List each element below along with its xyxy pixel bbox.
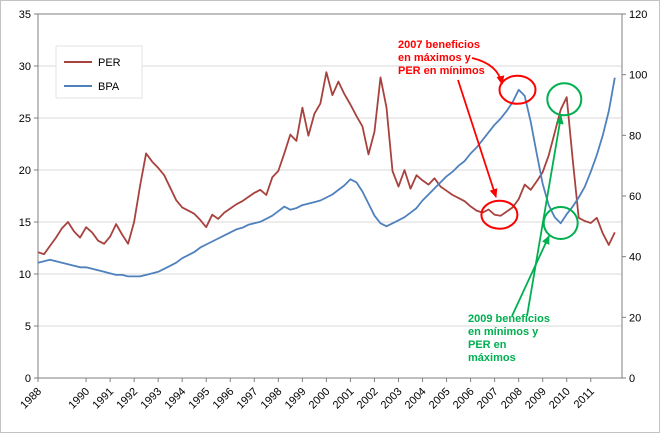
right-axis-tick-label: 100 [629,70,647,82]
annotation-arrow [526,115,564,317]
series-per-line [37,71,616,256]
right-axis-tick-label: 20 [629,312,641,324]
green-note-line: PER en [468,339,507,351]
series-bpa-line [37,77,616,278]
legend-box [55,45,143,99]
right-axis-tick-label: 120 [629,9,647,21]
right-axis-tick-label: 60 [629,191,641,203]
left-axis-tick-label: 25 [19,113,31,125]
right-axis-tick-label: 40 [629,252,641,264]
annotation-circle [498,74,537,105]
left-axis-tick-label: 20 [19,165,31,177]
legend-label-bpa: BPA [98,81,120,93]
left-axis-tick-label: 10 [19,269,31,281]
green-note-line: máximos [468,352,516,364]
left-axis-tick-label: 15 [19,217,31,229]
annotation-circle [480,199,519,230]
annotation-arrow [471,57,505,85]
left-axis-tick-label: 0 [25,373,31,385]
green-note-line: en mínimos y [468,326,539,338]
red-note-line: en máximos y [398,52,472,64]
left-axis-tick-label: 5 [25,321,31,333]
left-axis-tick-label: 30 [19,61,31,73]
red-note-line: PER en mínimos [398,65,485,77]
annotation-arrow [511,235,550,317]
red-note-line: 2007 beneficios [398,39,480,51]
right-axis-tick-label: 80 [629,130,641,142]
green-note-line: 2009 beneficios [468,313,550,325]
legend-label-per: PER [98,57,121,69]
annotation-arrow [457,79,498,198]
right-axis-tick-label: 0 [629,373,635,385]
annotation-circle [546,82,583,117]
left-axis-tick-label: 35 [19,9,31,21]
